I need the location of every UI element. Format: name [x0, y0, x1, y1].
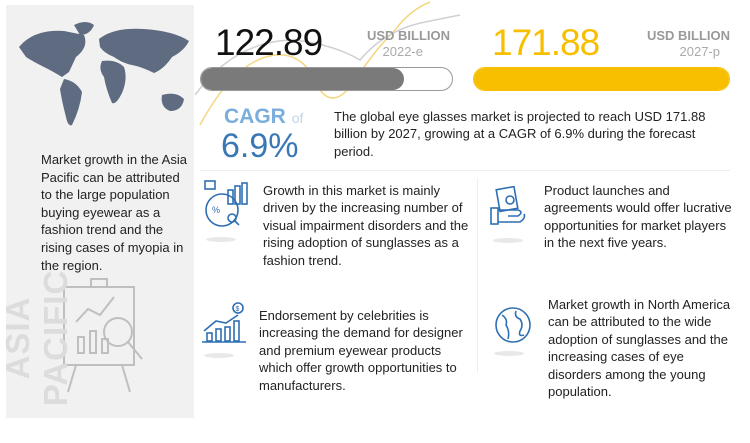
globe-icon	[495, 307, 531, 343]
cagr-text: CAGR	[224, 105, 286, 128]
svg-text:%: %	[212, 205, 220, 215]
world-map-icon	[19, 22, 189, 126]
icon-shadow	[206, 237, 236, 242]
analytics-percent-icon: %	[204, 180, 248, 227]
unit-2027: USD BILLION	[646, 28, 730, 43]
growth-chart-dollar-icon: $	[202, 302, 246, 343]
year-2027: 2027-p	[679, 44, 720, 59]
divider	[200, 170, 730, 171]
divider	[477, 178, 478, 373]
year-2022: 2022-e	[382, 44, 423, 59]
progress-fill	[201, 68, 405, 90]
market-value-2027: 171.88	[492, 22, 600, 63]
cagr-value: 6.9%	[221, 127, 299, 165]
cagr-label: CAGR of	[224, 105, 303, 129]
presentation-analysis-icon	[63, 278, 143, 393]
icon-shadow	[494, 351, 524, 356]
cagr-of: of	[291, 110, 304, 126]
region-description: Market growth in the Asia Pacific can be…	[41, 152, 187, 273]
insight-text: Product launches and agreements would of…	[544, 183, 732, 251]
insight-text: Market growth in North America can be at…	[548, 297, 731, 400]
progress-bar-2027	[473, 67, 730, 91]
svg-text:$: $	[236, 306, 240, 313]
unit-2022: USD BILLION	[366, 28, 450, 43]
icon-shadow	[204, 353, 234, 358]
insight-text: Growth in this market is mainly driven b…	[263, 183, 469, 268]
market-summary: The global eye glasses market is project…	[334, 109, 706, 159]
decorative-wave	[195, 1, 461, 126]
icon-shadow	[493, 238, 523, 243]
progress-fill	[474, 68, 729, 90]
market-value-2022: 122.89	[215, 22, 323, 63]
left-panel	[6, 5, 194, 418]
insight-text: Endorsement by celebrities is increasing…	[259, 308, 463, 393]
money-hand-icon	[490, 186, 526, 225]
progress-bar-2022	[200, 67, 453, 91]
